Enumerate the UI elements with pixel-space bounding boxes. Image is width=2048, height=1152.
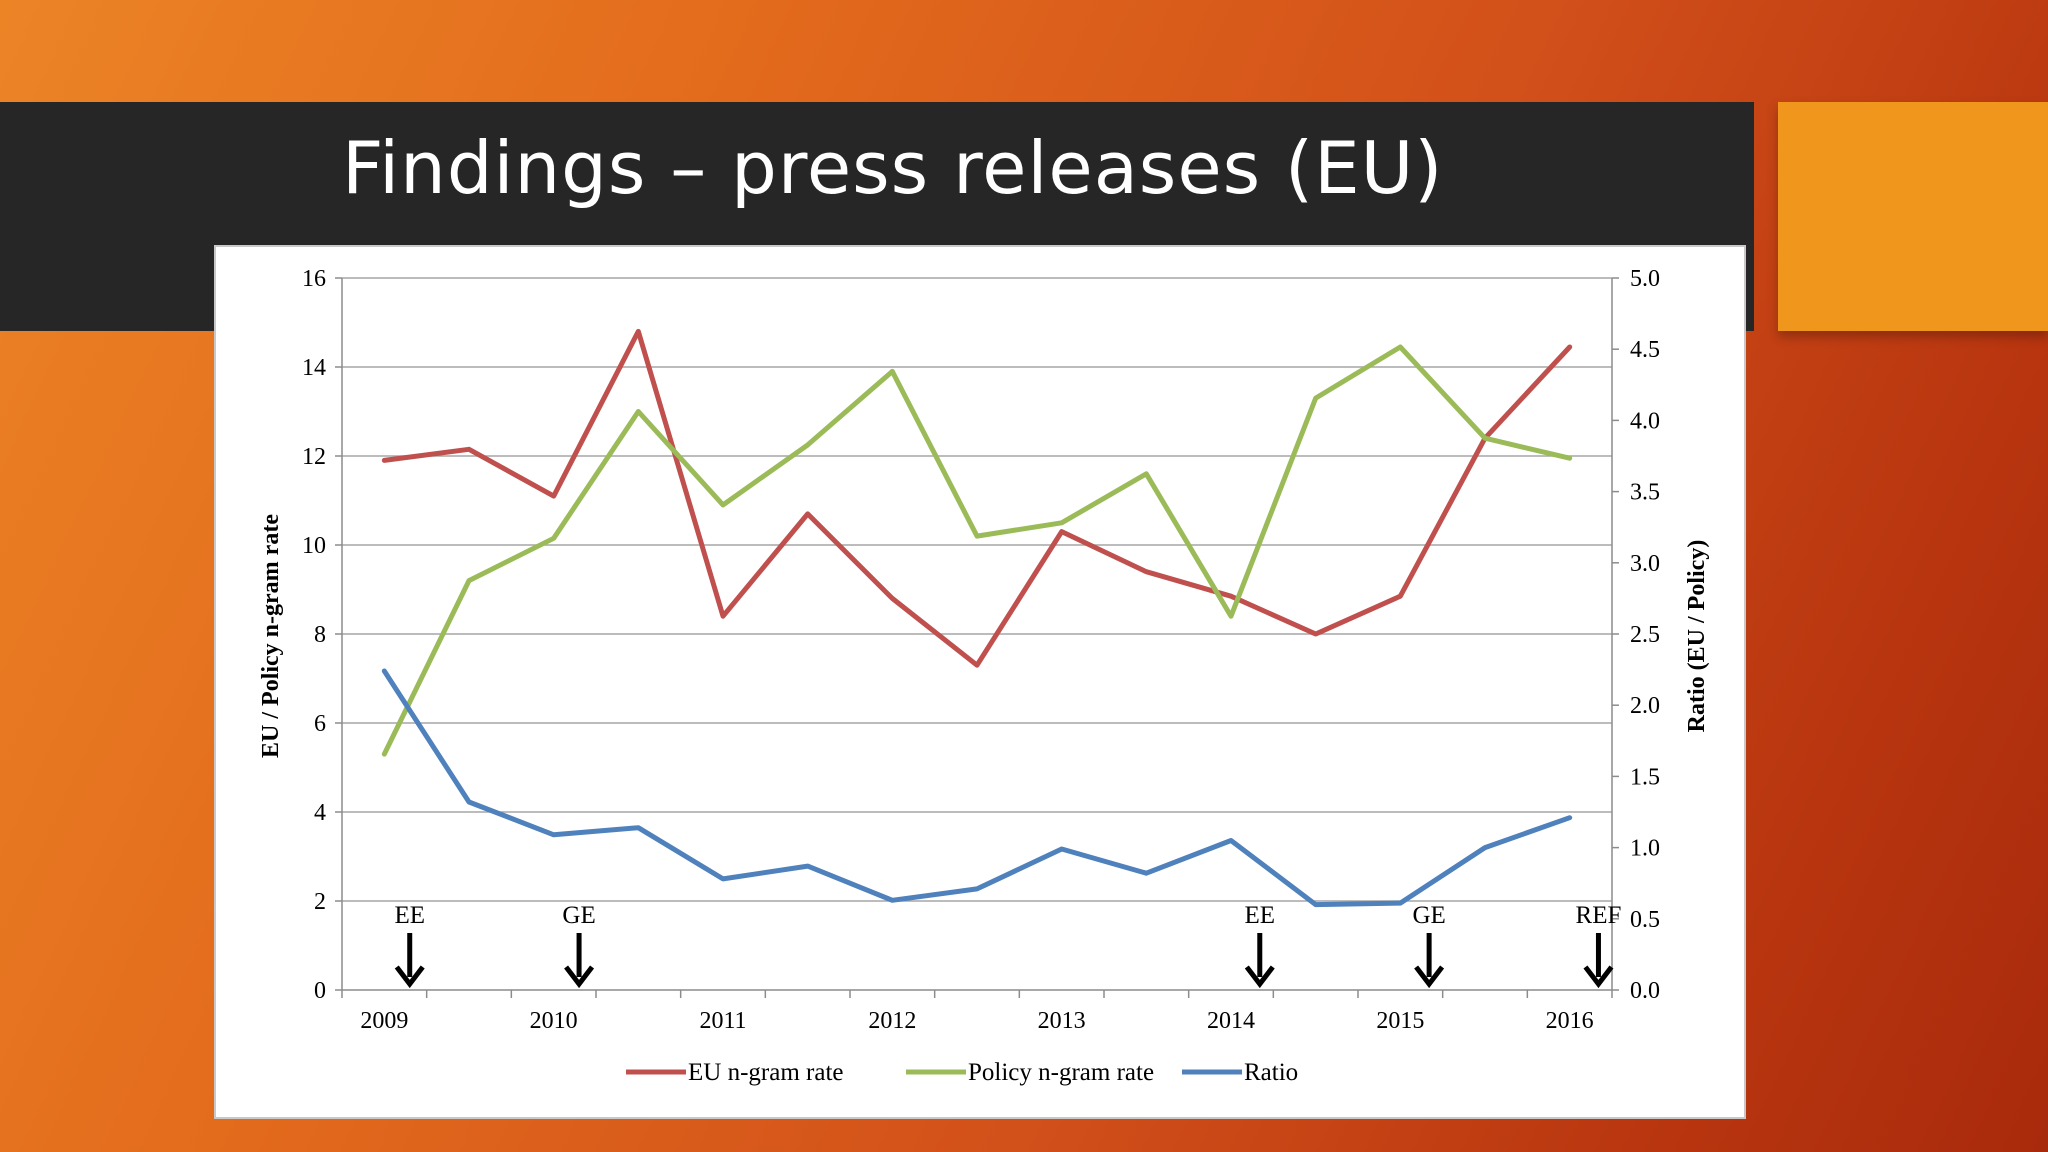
accent-box	[1778, 102, 2048, 331]
y2-tick-label: 1.0	[1630, 836, 1660, 862]
legend-label-0: EU n-gram rate	[688, 1059, 843, 1086]
event-arrow-head	[1583, 965, 1614, 989]
event-arrow-head	[394, 965, 425, 989]
legend-label-1: Policy n-gram rate	[968, 1059, 1154, 1086]
event-label: GE	[1412, 902, 1445, 929]
x-tick-label: 2015	[1376, 1008, 1424, 1034]
grid-lines	[342, 277, 1612, 902]
event-label: GE	[562, 902, 595, 929]
y2-tick-label: 2.0	[1630, 693, 1660, 719]
line-chart: 0 2 4 6 8 10 12 14 16 0.0 0.5 1.0 1.5 2.0 2.5 3.0 3.5 4.0…	[258, 266, 1710, 1086]
y2-tick-label: 3.0	[1630, 551, 1660, 577]
event-label: REF	[1576, 902, 1622, 929]
x-tick-label: 2014	[1207, 1008, 1255, 1034]
y2-tick-label: 3.5	[1630, 480, 1660, 506]
y-tick-label: 2	[314, 889, 326, 915]
x-tick-label: 2013	[1038, 1008, 1086, 1034]
legend-label-2: Ratio	[1244, 1059, 1298, 1086]
slide-title: Findings – press releases (EU)	[342, 126, 1444, 210]
y2-tick-label: 5.0	[1630, 266, 1660, 292]
x-tick-label: 2009	[360, 1008, 408, 1034]
y2-tick-label: 2.5	[1630, 622, 1660, 648]
event-label: EE	[1245, 902, 1276, 929]
y-tick-label: 16	[302, 266, 326, 292]
y2-axis-label: Ratio (EU / Policy)	[1684, 540, 1710, 733]
y2-tick-label: 1.5	[1630, 764, 1660, 790]
y-axis-label: EU / Policy n-gram rate	[258, 514, 284, 758]
series-line-2	[381, 668, 1573, 908]
y-tick-label: 12	[302, 444, 326, 470]
event-arrow-head	[564, 965, 595, 989]
y-tick-label: 6	[314, 711, 326, 737]
series-lines	[381, 328, 1573, 908]
x-tick-label: 2010	[530, 1008, 578, 1034]
y-tick-label: 14	[302, 355, 326, 381]
y-tick-label: 8	[314, 622, 326, 648]
series-line-1	[381, 344, 1573, 757]
y2-tick-label: 0.0	[1630, 978, 1660, 1004]
axes: 0 2 4 6 8 10 12 14 16 0.0 0.5 1.0 1.5 2.0 2.5 3.0 3.5 4.0…	[302, 266, 1660, 1034]
x-tick-label: 2012	[868, 1008, 916, 1034]
y2-tick-label: 4.0	[1630, 408, 1660, 434]
series-line-0	[381, 328, 1573, 668]
x-tick-label: 2011	[699, 1008, 746, 1034]
x-tick-label: 2016	[1546, 1008, 1594, 1034]
y2-tick-label: 4.5	[1630, 337, 1660, 363]
legend: EU n-gram rate Policy n-gram rate Ratio	[626, 1059, 1298, 1086]
y-tick-label: 4	[314, 800, 326, 826]
event-label: EE	[394, 902, 425, 929]
y-tick-label: 10	[302, 533, 326, 559]
event-arrow-head	[1414, 965, 1445, 989]
event-arrow-head	[1244, 965, 1275, 989]
y-tick-label: 0	[314, 978, 326, 1004]
y2-tick-label: 0.5	[1630, 907, 1660, 933]
event-annotations: EE GE EE GE REF	[394, 902, 1622, 989]
chart-panel: 0 2 4 6 8 10 12 14 16 0.0 0.5 1.0 1.5 2.0 2.5 3.0 3.5 4.0…	[214, 245, 1746, 1119]
